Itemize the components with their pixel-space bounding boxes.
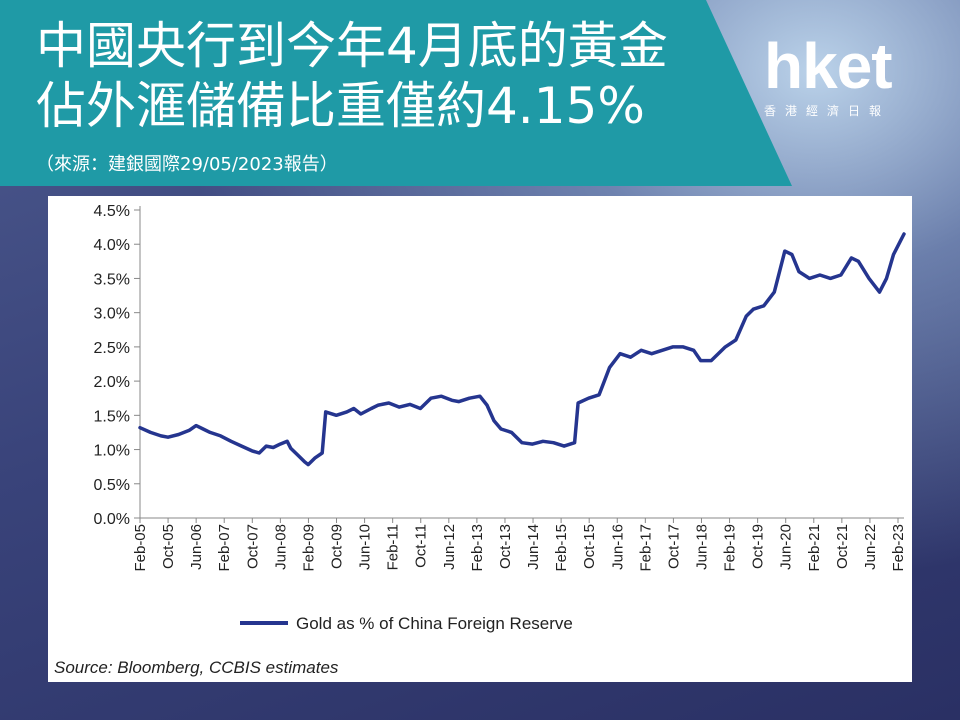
x-tick-label: Jun-08	[272, 524, 289, 570]
y-tick-label: 3.5%	[94, 271, 130, 288]
x-tick-label: Oct-09	[329, 524, 346, 569]
x-tick-label: Feb-05	[132, 524, 149, 572]
hket-logo: hket 香港經濟日報	[764, 34, 934, 119]
legend: Gold as % of China Foreign Reserve	[240, 614, 573, 633]
series-line-gold-share	[138, 232, 906, 467]
x-tick-label: Oct-13	[497, 524, 514, 569]
title-line-2: 佔外滙儲備比重僅約4.15%	[36, 77, 645, 135]
x-tick-label: Jun-12	[441, 524, 458, 570]
x-tick-label: Oct-15	[581, 524, 598, 569]
x-tick-label: Feb-11	[385, 524, 402, 570]
y-axis: 0.0% 0.5% 1.0% 1.5% 2.0% 2.5% 3.0% 3.5% 4.0% 4.5%	[94, 203, 141, 528]
x-tick-label: Oct-11	[413, 524, 430, 568]
source-note-chinese: （來源：建銀國際29/05/2023報告）	[36, 154, 338, 175]
y-tick-label: 4.5%	[94, 203, 130, 220]
x-tick-label: Feb-19	[722, 524, 739, 572]
y-tick-label: 3.0%	[94, 306, 130, 323]
page-title: 中國央行到今年4月底的黃金 佔外滙儲備比重僅約4.15%	[36, 16, 736, 136]
title-line-1: 中國央行到今年4月底的黃金	[36, 17, 668, 75]
x-tick-label: Jun-20	[778, 524, 795, 570]
y-tick-label: 0.5%	[94, 477, 130, 494]
source-note-english: Source: Bloomberg, CCBIS estimates	[54, 658, 339, 677]
x-tick-label: Oct-21	[834, 524, 851, 569]
x-tick-label: Feb-15	[553, 524, 570, 572]
x-axis: Feb-05 Oct-05 Jun-06 Feb-07 Oct-07 Jun-08 Feb-…	[132, 517, 907, 572]
x-tick-label: Jun-14	[525, 524, 542, 570]
x-tick-label: Oct-05	[160, 524, 177, 569]
x-tick-label: Feb-21	[806, 524, 823, 572]
x-tick-label: Jun-16	[609, 524, 626, 570]
x-tick-label: Feb-09	[300, 524, 317, 572]
x-tick-label: Oct-07	[244, 524, 261, 569]
y-tick-label: 1.0%	[94, 443, 130, 460]
y-tick-label: 2.5%	[94, 340, 130, 357]
legend-label: Gold as % of China Foreign Reserve	[296, 614, 573, 633]
y-tick-label: 0.0%	[94, 511, 130, 528]
x-tick-label: Feb-13	[469, 524, 486, 572]
y-tick-label: 4.0%	[94, 237, 130, 254]
x-tick-label: Feb-17	[637, 524, 654, 572]
y-tick-label: 2.0%	[94, 374, 130, 391]
x-tick-label: Feb-23	[890, 524, 907, 572]
x-tick-label: Oct-19	[750, 524, 767, 569]
x-tick-label: Oct-17	[665, 524, 682, 569]
gold-reserve-line-chart: 0.0% 0.5% 1.0% 1.5% 2.0% 2.5% 3.0% 3.5% 4.0% 4.5%…	[54, 203, 907, 677]
x-tick-label: Feb-07	[216, 524, 233, 572]
chart-panel: 0.0% 0.5% 1.0% 1.5% 2.0% 2.5% 3.0% 3.5% 4.0% 4.5%…	[48, 196, 912, 682]
y-tick-label: 1.5%	[94, 408, 130, 425]
x-tick-label: Jun-18	[693, 524, 710, 570]
logo-subtitle: 香港經濟日報	[764, 104, 891, 118]
title-banner	[0, 0, 792, 186]
x-tick-label: Jun-06	[188, 524, 205, 570]
logo-wordmark: hket	[764, 30, 893, 102]
x-tick-label: Jun-10	[357, 524, 374, 570]
x-tick-label: Jun-22	[862, 524, 879, 570]
